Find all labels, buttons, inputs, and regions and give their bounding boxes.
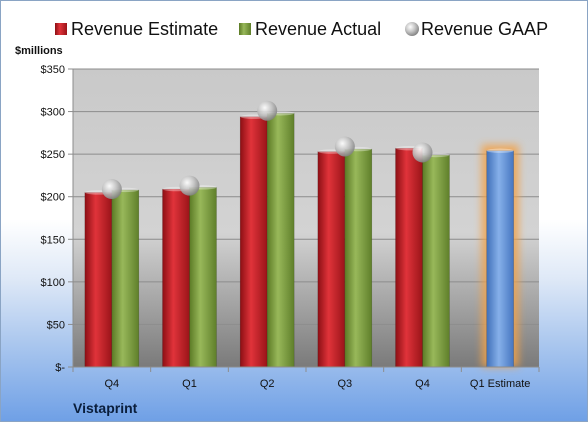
legend-item: Revenue Estimate (55, 19, 218, 39)
estimate-bar (486, 150, 514, 368)
legend-label: Revenue Estimate (71, 19, 218, 39)
gridlines (73, 68, 539, 368)
revenue-actual-bar (344, 148, 373, 368)
y-unit-label: $millions (15, 45, 63, 57)
legend-swatch (55, 23, 67, 35)
legend-swatch (405, 22, 419, 36)
x-tick-label: Q4 (104, 378, 119, 390)
y-tick-label: $- (55, 362, 65, 374)
x-tick-label: Q2 (260, 378, 275, 390)
revenue-actual-bar (111, 189, 140, 368)
x-tick-label: Q4 (415, 378, 430, 390)
revenue-estimate-bar (162, 188, 190, 368)
revenue-actual-bar (266, 113, 295, 368)
revenue-estimate-bar (395, 147, 423, 368)
revenue-gaap-marker (179, 175, 200, 196)
y-tick-label: $100 (41, 277, 65, 289)
revenue-estimate-bar (317, 151, 346, 368)
legend-item: Revenue Actual (239, 19, 381, 39)
plot-area (73, 69, 539, 367)
revenue-gaap-marker (257, 100, 278, 121)
y-tick-label: $300 (41, 107, 65, 119)
revenue-estimate-bar (239, 116, 268, 368)
revenue-gaap-marker (412, 142, 433, 163)
legend-label: Revenue GAAP (421, 19, 548, 39)
revenue-estimate-bar (84, 192, 113, 368)
revenue-actual-bar (189, 187, 217, 368)
y-axis: $- $50 $100 $150 $200 $250 $300 $350 (41, 64, 74, 374)
legend-label: Revenue Actual (255, 19, 381, 39)
y-tick-label: $250 (41, 149, 65, 161)
y-tick-label: $150 (41, 234, 65, 246)
revenue-actual-bar (422, 154, 450, 368)
y-tick-label: $50 (47, 319, 65, 331)
y-tick-label: $200 (41, 192, 65, 204)
x-tick-label: Q3 (337, 378, 352, 390)
legend-item: Revenue GAAP (405, 19, 548, 39)
revenue-gaap-marker (101, 179, 122, 200)
legend: Revenue Estimate Revenue Actual Revenue GA… (55, 19, 548, 39)
bar-top-highlight (486, 148, 514, 153)
legend-swatch (239, 23, 251, 35)
y-tick-label: $350 (41, 64, 65, 76)
x-tick-label: Q1 Estimate (470, 378, 531, 390)
company-name: Vistaprint (73, 400, 138, 416)
x-tick-label: Q1 (182, 378, 197, 390)
revenue-gaap-marker (334, 136, 355, 157)
gaap-markers (101, 100, 433, 200)
x-axis: Q4 Q1 Q2 Q3 Q4 Q1 Estimate (72, 366, 540, 390)
